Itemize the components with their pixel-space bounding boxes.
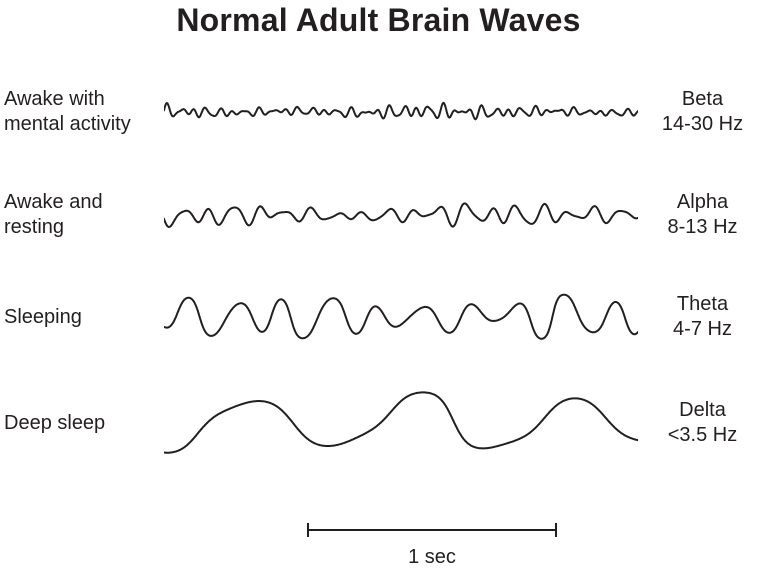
theta-row: Sleeping Theta 4-7 Hz [0,275,757,359]
one-second-scale-bar [307,523,557,537]
alpha-row: Awake and resting Alpha 8-13 Hz [0,173,757,257]
theta-wave-box [164,277,638,357]
alpha-wave-trace [164,202,638,228]
figure-title: Normal Adult Brain Waves [176,2,581,38]
beta-wave-trace [164,101,638,121]
alpha-wave-box [164,185,638,245]
band-name: Alpha [676,191,729,213]
band-label-beta: Beta 14-30 Hz [638,87,757,137]
band-label-theta: Theta 4-7 Hz [638,292,757,342]
band-range: 14-30 Hz [661,113,744,135]
band-range: 4-7 Hz [673,318,732,340]
scale-bar-label: 1 sec [408,546,456,568]
state-label-theta: Sleeping [4,305,82,328]
delta-row: Deep sleep Delta <3.5 Hz [0,375,757,471]
band-label-alpha: Alpha 8-13 Hz [638,190,757,240]
delta-wave-trace [164,391,638,454]
band-name: Beta [681,88,724,110]
beta-row: Awake with mental activity Beta 14-30 Hz [0,70,757,154]
band-name: Delta [679,399,726,421]
state-label-alpha: Awake and resting [4,191,103,238]
band-name: Theta [676,293,729,315]
beta-wave-box [164,87,638,137]
theta-wave-trace [164,293,638,340]
band-range: <3.5 Hz [667,424,738,446]
band-label-delta: Delta <3.5 Hz [638,398,757,448]
band-range: 8-13 Hz [667,216,738,238]
state-label-beta: Awake with mental activity [4,88,131,135]
delta-wave-box [164,377,638,469]
state-label-delta: Deep sleep [4,411,106,434]
